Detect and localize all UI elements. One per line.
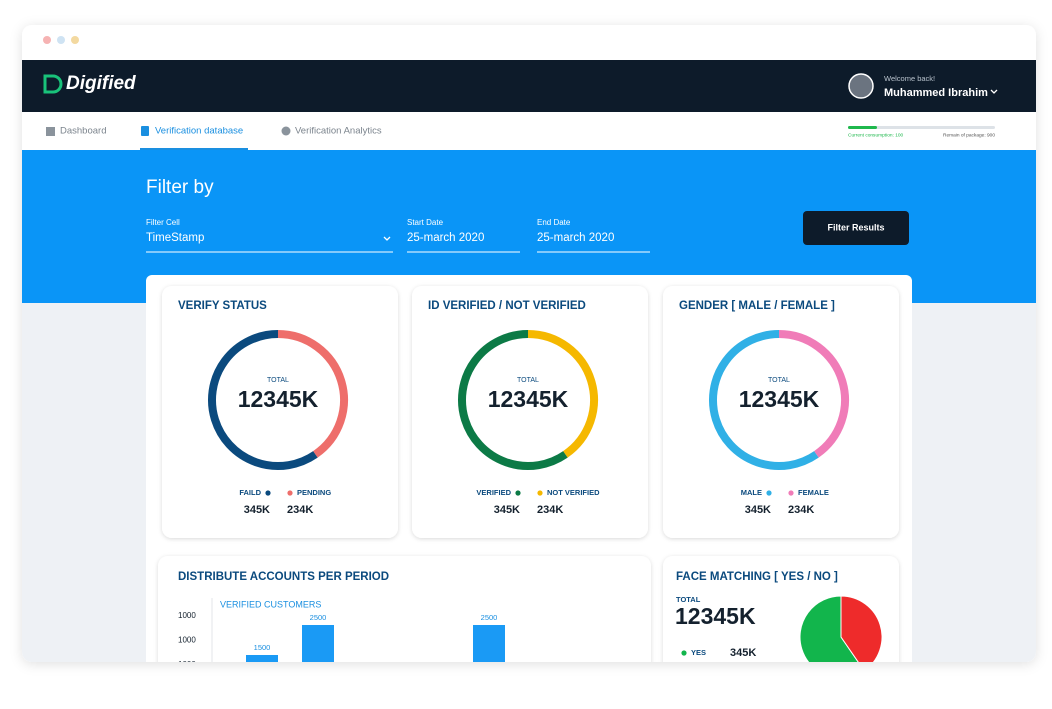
pie-slice <box>799 595 865 662</box>
card <box>162 286 398 538</box>
tab-icon <box>281 126 291 136</box>
total-label: TOTAL <box>676 595 701 604</box>
legend-value: 345K <box>730 647 756 659</box>
card-title: DISTRIBUTE ACCOUNTS PER PERIOD <box>178 571 389 583</box>
total-value: 12345K <box>488 386 569 412</box>
donut-segment <box>277 330 348 458</box>
card-title: VERIFY STATUS <box>178 300 267 312</box>
user-name[interactable]: Muhammed Ibrahim <box>884 87 988 99</box>
pie-slice <box>840 595 883 662</box>
legend-value: 234K <box>287 504 313 516</box>
y-tick-label: 1000 <box>178 660 196 669</box>
tab[interactable]: Verification Analytics <box>295 126 382 137</box>
legend-name: VERIFIED <box>476 488 511 497</box>
legend-value: 234K <box>788 504 814 516</box>
bar <box>246 655 278 662</box>
legend-dot <box>287 490 293 496</box>
card-title: FACE MATCHING [ YES / NO ] <box>676 571 838 583</box>
select-chevron[interactable] <box>383 236 391 241</box>
legend-dot <box>537 490 543 496</box>
legend-name: PENDING <box>297 488 331 497</box>
total-label: TOTAL <box>768 377 790 384</box>
y-tick-label: 1000 <box>178 685 196 694</box>
brand: Digified <box>66 73 136 94</box>
card <box>158 556 651 662</box>
legend-dot <box>265 490 271 496</box>
total-value: 12345K <box>675 603 756 629</box>
filter-title: Filter by <box>146 177 214 198</box>
usage-track <box>848 126 995 129</box>
legend-name: MALE <box>741 488 762 497</box>
bar <box>473 625 505 662</box>
bar-label: 2500 <box>481 613 498 622</box>
y-tick-label: 1000 <box>178 636 196 645</box>
tab[interactable]: Verification database <box>155 126 243 137</box>
legend-value: 345K <box>494 504 520 516</box>
donut-segment <box>709 330 819 470</box>
tab-bar <box>22 112 1036 150</box>
legend-dot <box>681 665 686 670</box>
legend-name: YES <box>691 648 706 657</box>
chevron[interactable] <box>990 89 998 94</box>
window-dot <box>57 36 65 44</box>
legend-name: NO <box>691 663 702 672</box>
legend-value: 234K <box>537 504 563 516</box>
legend-value: 234K <box>730 662 756 674</box>
field-value[interactable]: 25-march 2020 <box>537 232 614 244</box>
total-value: 12345K <box>238 386 319 412</box>
tab[interactable]: Dashboard <box>60 126 106 137</box>
bar-label: 2500 <box>310 613 327 622</box>
tab-underline <box>140 148 248 150</box>
card-title: GENDER [ MALE / FEMALE ] <box>679 300 835 312</box>
legend-dot <box>788 490 794 496</box>
bar-label: 1500 <box>254 643 271 652</box>
legend-dot <box>515 490 521 496</box>
donut-segment <box>208 330 318 470</box>
donut-segment <box>778 330 849 458</box>
field-value[interactable]: TimeStamp <box>146 232 204 244</box>
donut-segment <box>527 330 598 458</box>
usage-current: Current consumption: 100 <box>848 132 904 138</box>
y-tick-label: 1000 <box>178 611 196 620</box>
usage-remain: Remain of package: 900 <box>943 132 995 138</box>
field-value[interactable]: 25-march 2020 <box>407 232 484 244</box>
usage-fill <box>848 126 877 129</box>
window-dot <box>43 36 51 44</box>
window-dot <box>71 36 79 44</box>
tab-icon <box>46 127 55 136</box>
legend-dot <box>681 650 687 656</box>
welcome: Welcome back! <box>884 74 935 83</box>
total-label: TOTAL <box>517 377 539 384</box>
legend-dot <box>766 490 772 496</box>
legend-value: 345K <box>745 504 771 516</box>
card <box>412 286 648 538</box>
logo-mark <box>43 74 63 94</box>
legend-value: 345K <box>244 504 270 516</box>
field-label: Filter Cell <box>146 218 180 227</box>
card <box>663 286 899 538</box>
legend-name: FAILD <box>239 488 261 497</box>
legend-name: FEMALE <box>798 488 829 497</box>
series-name: VERIFIED CUSTOMERS <box>220 599 321 609</box>
field-label: End Date <box>537 218 571 227</box>
filter-button-label[interactable]: Filter Results <box>827 222 884 232</box>
bar <box>302 625 334 662</box>
filter-button[interactable] <box>803 211 909 245</box>
total-value: 12345K <box>739 386 820 412</box>
donut-segment <box>458 330 568 470</box>
tab-icon <box>141 126 149 136</box>
legend-name: NOT VERIFIED <box>547 488 600 497</box>
avatar[interactable] <box>848 73 874 99</box>
field-label: Start Date <box>407 218 444 227</box>
total-label: TOTAL <box>267 377 289 384</box>
card-title: ID VERIFIED / NOT VERIFIED <box>428 300 586 312</box>
